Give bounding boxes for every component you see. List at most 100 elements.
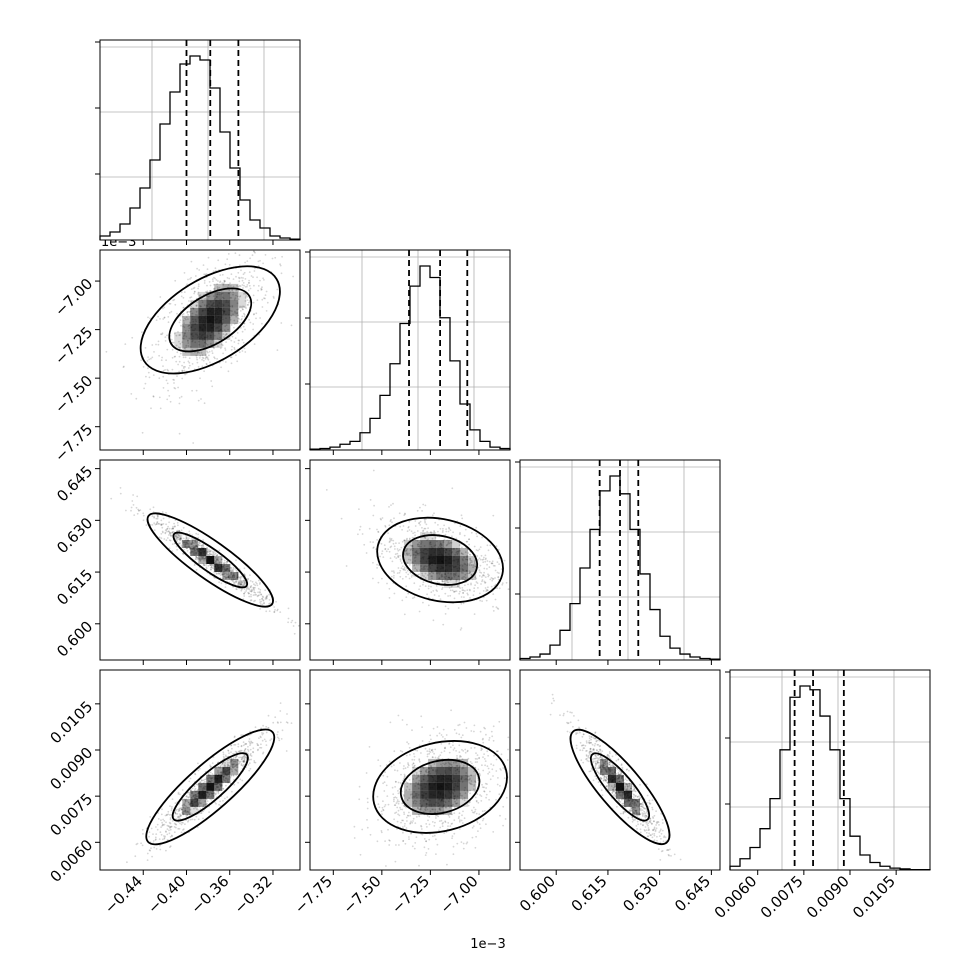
sample-point [460,602,463,605]
sample-point [427,604,430,607]
sample-point [195,310,198,313]
sample-point [237,750,240,753]
sample-point [457,817,460,820]
sample-point [232,578,235,580]
sample-point [421,726,423,728]
sample-point [240,734,243,736]
sample-point [443,524,445,527]
sample-point [183,306,185,309]
density-cell [428,798,437,807]
sample-point [165,359,168,362]
sample-point [263,602,265,604]
sample-point [611,755,614,758]
sample-point [476,535,478,538]
sample-point [379,555,381,558]
density-cell [206,331,215,340]
sample-point [175,533,178,536]
sample-point [183,361,186,364]
sample-point [258,737,260,739]
sample-point [187,539,190,541]
density-cell [460,572,469,580]
sample-point [160,813,163,816]
sample-point [252,313,255,316]
sample-point [190,543,193,545]
sample-point [259,598,261,601]
sample-point [222,562,225,564]
sample-point [492,605,494,608]
sample-point [204,357,207,360]
sample-point [440,819,443,822]
sample-point [161,523,163,526]
density-cell [436,564,445,572]
sample-point [232,578,235,581]
sample-point [187,342,190,344]
sample-point [396,799,399,801]
sample-point [485,599,488,602]
sample-point [507,736,510,739]
sample-point [193,539,196,542]
sample-point [174,811,177,814]
sample-point [249,580,252,582]
sample-point [499,785,501,787]
sample-point [153,529,156,531]
sample-point [485,733,487,736]
sample-point [448,751,451,754]
sample-point [171,550,174,552]
sample-point [207,554,210,556]
sample-point [439,527,442,530]
density-cell [222,315,231,324]
panel-0-0 [95,39,301,245]
sample-point [476,793,479,795]
sample-point [255,593,258,596]
density-cell [428,782,437,791]
sample-point [435,853,437,855]
sample-point [198,352,201,354]
sample-point [475,526,478,529]
sample-point [237,743,240,745]
sample-point [473,545,476,548]
sample-point [192,442,195,444]
sample-point [425,823,428,825]
sample-point [141,828,144,831]
sample-point [499,768,502,770]
sample-point [405,816,408,819]
y-tick-label: 0.0090 [47,744,97,794]
density-cell [460,564,469,572]
sample-point [155,838,157,841]
sample-point [206,550,209,552]
sample-point [458,815,460,818]
sample-point [393,796,395,799]
density-cell [452,548,461,556]
sample-point [193,286,196,289]
sample-point [488,560,491,563]
sample-point [487,772,489,775]
sample-point [438,820,441,822]
sample-point [279,702,282,704]
sample-point [174,802,177,804]
sample-point [196,544,198,547]
sample-point [490,577,493,579]
sample-point [190,305,192,308]
sample-point [366,801,369,804]
sample-point [220,558,223,561]
sample-point [250,758,253,761]
sample-point [490,763,492,765]
sample-point [381,552,383,555]
sample-point [252,250,255,253]
sample-point [246,304,249,306]
sample-point [260,287,263,290]
sample-point [149,816,152,818]
sample-point [162,818,165,821]
sample-point [426,753,429,756]
sample-point [186,549,189,552]
sample-point [488,771,491,774]
sample-point [487,586,489,589]
sample-point [461,822,464,824]
sample-point [177,827,180,830]
density-cell [190,798,199,807]
sample-point [181,337,184,340]
sample-point [393,804,396,806]
sample-point [216,572,219,575]
sample-point [497,576,500,579]
sample-point [172,525,174,528]
